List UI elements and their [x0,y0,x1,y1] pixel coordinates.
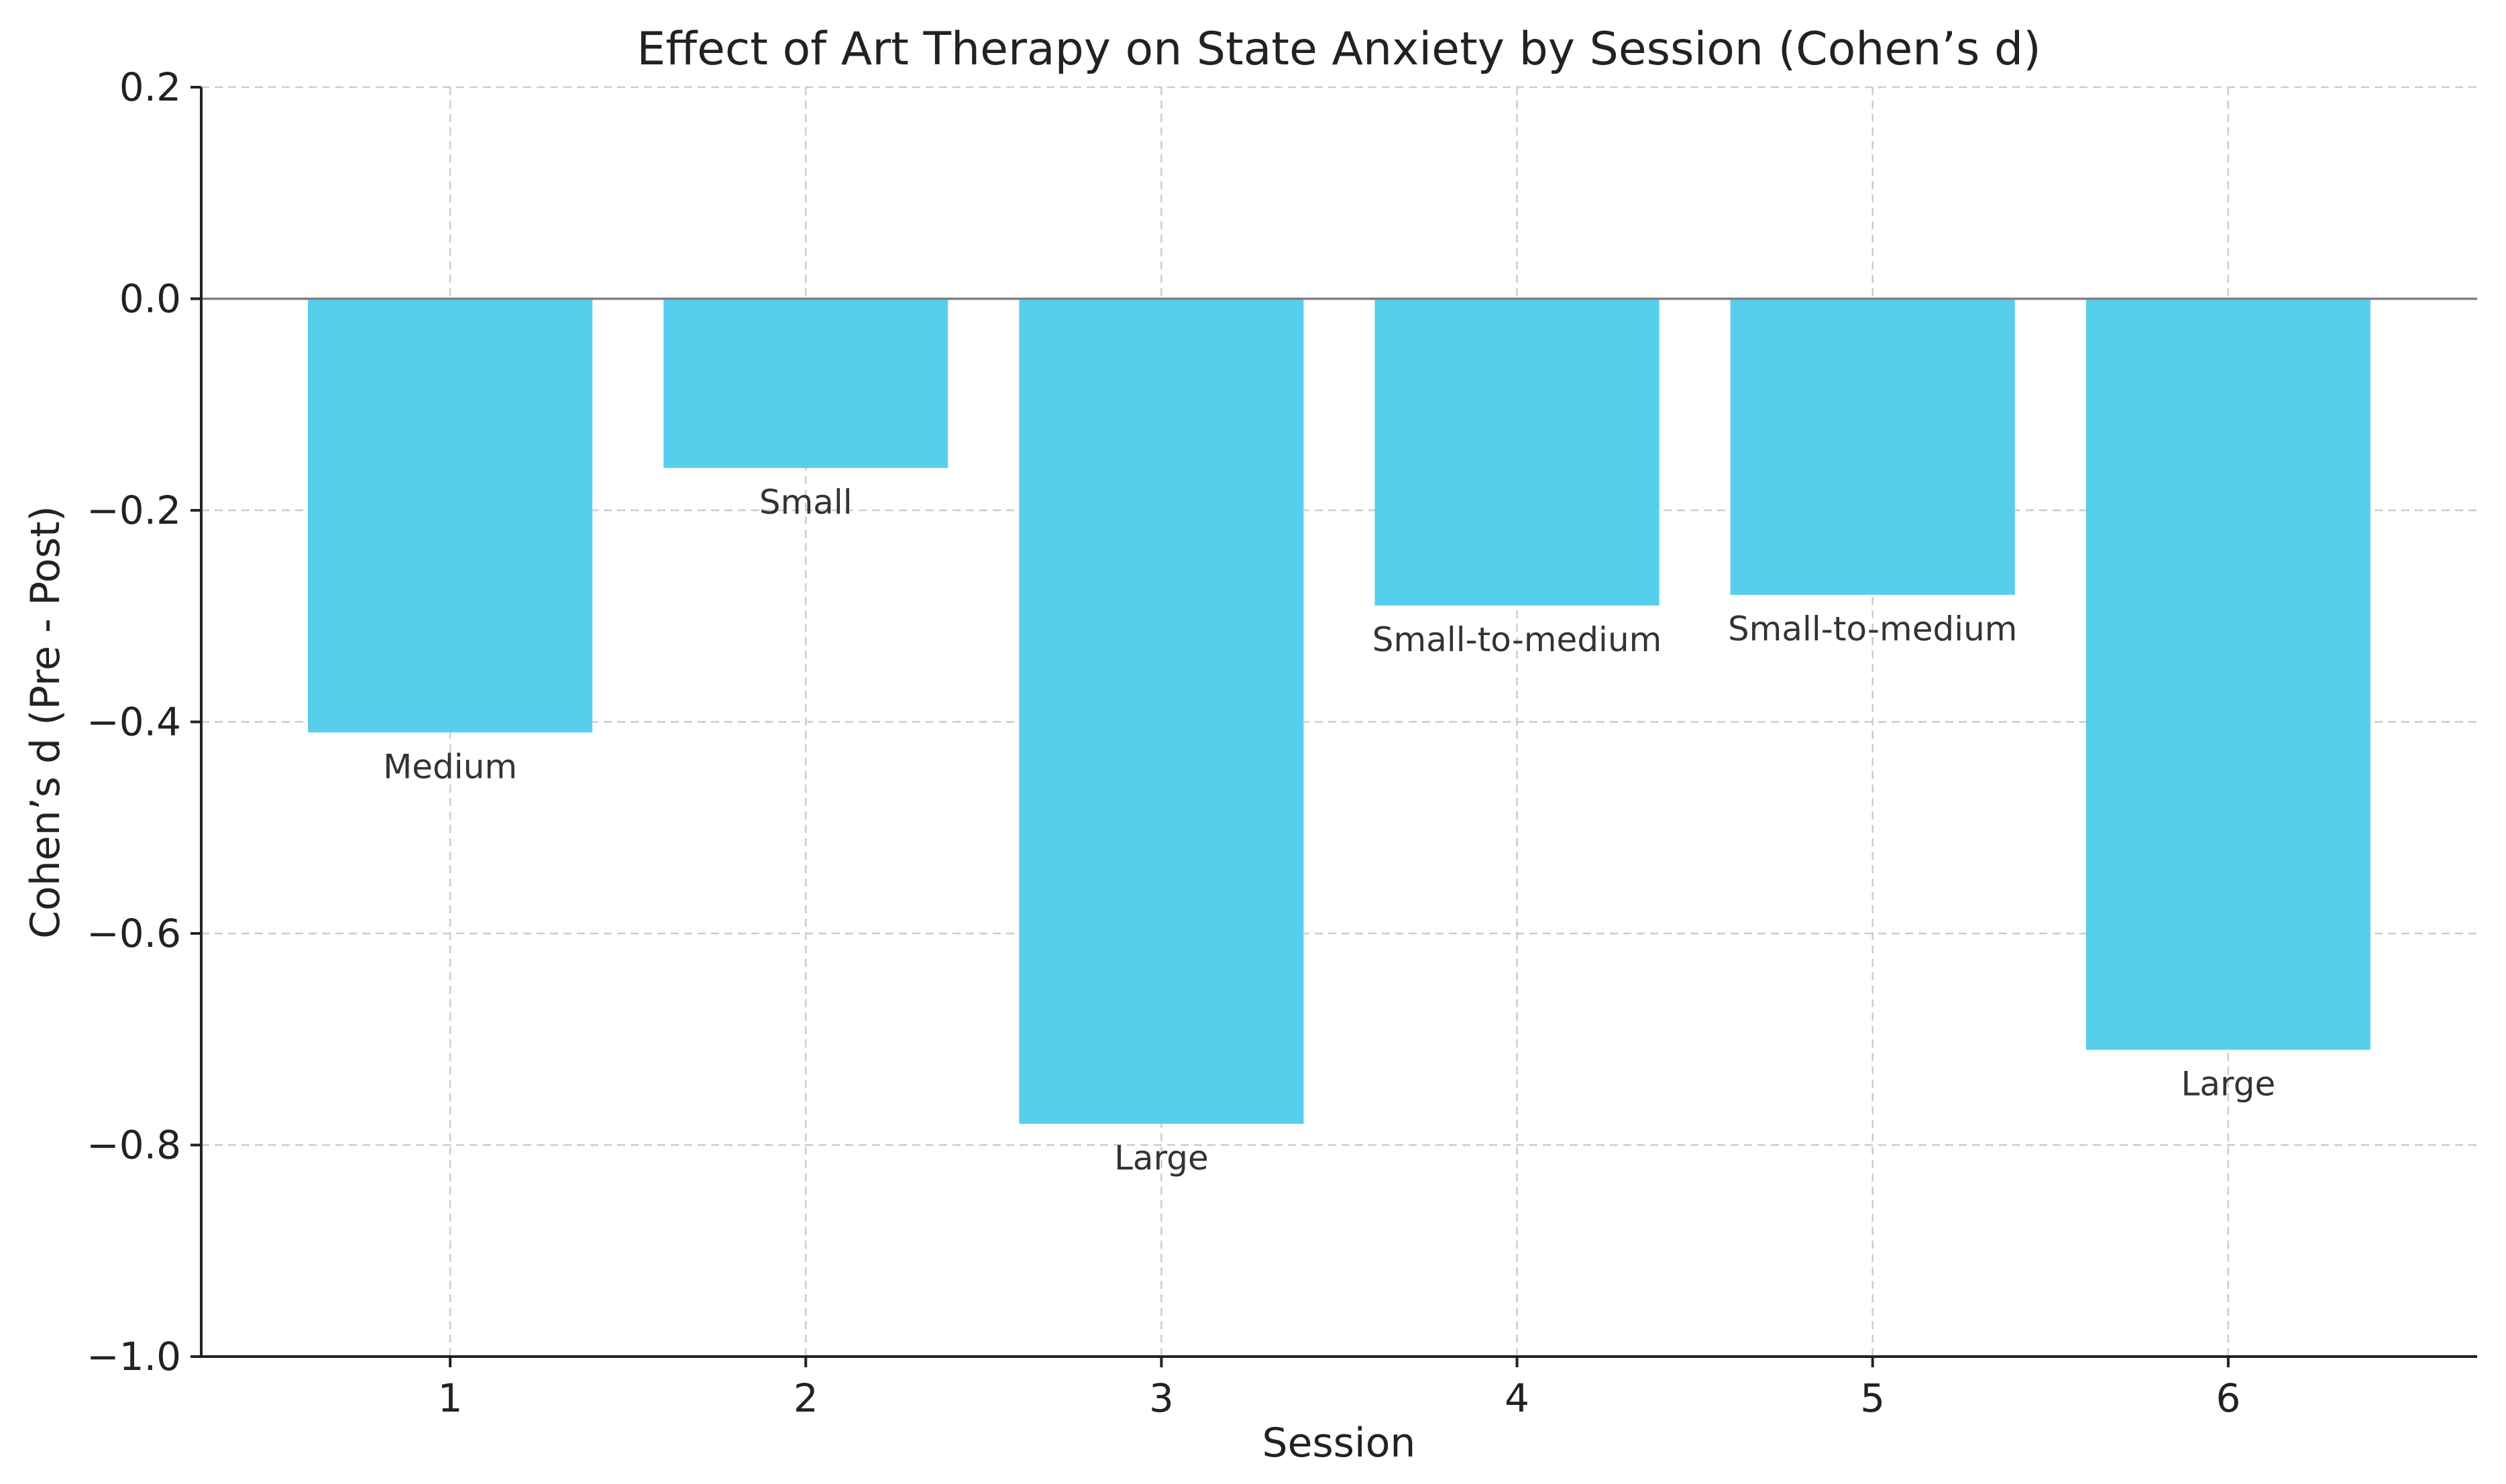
bar-session-4 [1374,298,1659,606]
bar-effect-label: Small [759,483,853,522]
chart-title: Effect of Art Therapy on State Anxiety b… [637,23,2040,76]
x-tick-label: 1 [438,1375,463,1421]
bars [308,298,2371,1124]
x-axis-label: Session [1262,1420,1416,1467]
y-tick-label: −0.6 [87,911,181,956]
y-tick-label: −0.2 [87,488,181,533]
y-axis-label: Cohen’s d (Pre - Post) [22,506,69,939]
bar-effect-label: Small-to-medium [1728,610,2018,648]
x-tick-label: 5 [1860,1375,1885,1421]
bar-effect-label: Large [2181,1065,2276,1104]
bar-session-1 [308,298,593,733]
x-tick-label: 4 [1505,1375,1529,1421]
bar-effect-label: Small-to-medium [1372,620,1662,659]
bar-effect-label: Medium [383,747,517,786]
y-axis-ticks: 0.2 0.0 −0.2 −0.4 −0.6 −0.8 −1.0 [87,64,201,1379]
x-tick-label: 3 [1149,1375,1174,1421]
y-tick-label: 0.0 [119,276,181,322]
bar-session-5 [1730,298,2015,595]
x-tick-label: 2 [794,1375,818,1421]
y-tick-label: 0.2 [119,64,181,110]
bar-session-2 [663,298,948,468]
y-tick-label: −0.4 [87,699,181,745]
bar-session-3 [1019,298,1304,1124]
x-tick-label: 6 [2216,1375,2240,1421]
bar-labels: Medium Small Large Small-to-medium Small-to-… [383,483,2275,1178]
y-tick-label: −0.8 [87,1123,181,1168]
bar-session-6 [2085,298,2371,1050]
x-axis-ticks: 1 2 3 4 5 6 [438,1357,2240,1421]
y-tick-label: −1.0 [87,1334,181,1379]
bar-effect-label: Large [1114,1139,1209,1178]
